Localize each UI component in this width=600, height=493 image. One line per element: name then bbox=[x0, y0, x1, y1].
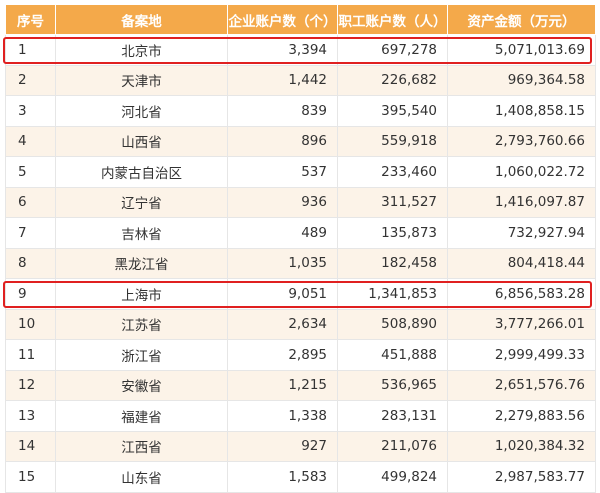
cell-asset-amount: 1,408,858.15 bbox=[447, 95, 596, 127]
cell-enterprise-accounts: 489 bbox=[227, 217, 338, 249]
cell-asset-amount: 5,071,013.69 bbox=[447, 34, 596, 66]
cell-asset-amount: 732,927.94 bbox=[447, 217, 596, 249]
cell-employee-accounts: 536,965 bbox=[337, 369, 448, 401]
table-row: 8 黑龙江省 1,035 182,458 804,418.44 bbox=[5, 247, 596, 279]
cell-asset-amount: 804,418.44 bbox=[447, 247, 596, 279]
cell-employee-accounts: 135,873 bbox=[337, 217, 448, 249]
cell-employee-accounts: 283,131 bbox=[337, 400, 448, 432]
cell-region: 辽宁省 bbox=[55, 186, 228, 218]
header-index: 序号 bbox=[5, 4, 56, 35]
cell-employee-accounts: 697,278 bbox=[337, 34, 448, 66]
cell-index: 14 bbox=[5, 430, 56, 462]
cell-enterprise-accounts: 1,338 bbox=[227, 400, 338, 432]
cell-asset-amount: 2,987,583.77 bbox=[447, 461, 596, 493]
cell-index: 3 bbox=[5, 95, 56, 127]
cell-index: 8 bbox=[5, 247, 56, 279]
table-row: 15 山东省 1,583 499,824 2,987,583.77 bbox=[5, 461, 596, 493]
cell-employee-accounts: 508,890 bbox=[337, 308, 448, 340]
cell-index: 9 bbox=[5, 278, 56, 310]
cell-region: 江苏省 bbox=[55, 308, 228, 340]
cell-index: 6 bbox=[5, 186, 56, 218]
cell-index: 12 bbox=[5, 369, 56, 401]
table-row: 5 内蒙古自治区 537 233,460 1,060,022.72 bbox=[5, 156, 596, 188]
cell-enterprise-accounts: 1,583 bbox=[227, 461, 338, 493]
table-row: 12 安徽省 1,215 536,965 2,651,576.76 bbox=[5, 369, 596, 401]
cell-asset-amount: 2,999,499.33 bbox=[447, 339, 596, 371]
cell-enterprise-accounts: 896 bbox=[227, 125, 338, 157]
cell-enterprise-accounts: 839 bbox=[227, 95, 338, 127]
cell-index: 1 bbox=[5, 34, 56, 66]
cell-region: 江西省 bbox=[55, 430, 228, 462]
cell-asset-amount: 1,060,022.72 bbox=[447, 156, 596, 188]
table-row: 14 江西省 927 211,076 1,020,384.32 bbox=[5, 430, 596, 462]
cell-region: 黑龙江省 bbox=[55, 247, 228, 279]
cell-asset-amount: 1,020,384.32 bbox=[447, 430, 596, 462]
cell-asset-amount: 1,416,097.87 bbox=[447, 186, 596, 218]
cell-enterprise-accounts: 1,215 bbox=[227, 369, 338, 401]
cell-employee-accounts: 499,824 bbox=[337, 461, 448, 493]
cell-employee-accounts: 233,460 bbox=[337, 156, 448, 188]
cell-region: 河北省 bbox=[55, 95, 228, 127]
cell-enterprise-accounts: 1,035 bbox=[227, 247, 338, 279]
table-row: 2 天津市 1,442 226,682 969,364.58 bbox=[5, 64, 596, 96]
cell-asset-amount: 6,856,583.28 bbox=[447, 278, 596, 310]
cell-index: 5 bbox=[5, 156, 56, 188]
table-row: 9 上海市 9,051 1,341,853 6,856,583.28 bbox=[5, 278, 596, 310]
cell-enterprise-accounts: 2,634 bbox=[227, 308, 338, 340]
table-header-row: 序号 备案地 企业账户数（个） 职工账户数（人） 资产金额（万元） bbox=[5, 4, 596, 35]
cell-region: 浙江省 bbox=[55, 339, 228, 371]
table-row: 1 北京市 3,394 697,278 5,071,013.69 bbox=[5, 34, 596, 66]
table-row: 4 山西省 896 559,918 2,793,760.66 bbox=[5, 125, 596, 157]
cell-employee-accounts: 311,527 bbox=[337, 186, 448, 218]
cell-asset-amount: 3,777,266.01 bbox=[447, 308, 596, 340]
cell-enterprise-accounts: 2,895 bbox=[227, 339, 338, 371]
cell-asset-amount: 969,364.58 bbox=[447, 64, 596, 96]
cell-enterprise-accounts: 1,442 bbox=[227, 64, 338, 96]
cell-asset-amount: 2,793,760.66 bbox=[447, 125, 596, 157]
cell-enterprise-accounts: 3,394 bbox=[227, 34, 338, 66]
cell-index: 10 bbox=[5, 308, 56, 340]
cell-index: 2 bbox=[5, 64, 56, 96]
header-asset-amount: 资产金额（万元） bbox=[447, 4, 596, 35]
cell-index: 15 bbox=[5, 461, 56, 493]
cell-region: 内蒙古自治区 bbox=[55, 156, 228, 188]
annuity-table-container: 序号 备案地 企业账户数（个） 职工账户数（人） 资产金额（万元） 1 北京市 3,… bbox=[3, 4, 596, 493]
cell-index: 11 bbox=[5, 339, 56, 371]
cell-employee-accounts: 226,682 bbox=[337, 64, 448, 96]
table-row: 3 河北省 839 395,540 1,408,858.15 bbox=[5, 95, 596, 127]
table-row: 10 江苏省 2,634 508,890 3,777,266.01 bbox=[5, 308, 596, 340]
cell-region: 山东省 bbox=[55, 461, 228, 493]
cell-enterprise-accounts: 537 bbox=[227, 156, 338, 188]
table-row: 6 辽宁省 936 311,527 1,416,097.87 bbox=[5, 186, 596, 218]
table-row: 7 吉林省 489 135,873 732,927.94 bbox=[5, 217, 596, 249]
cell-enterprise-accounts: 927 bbox=[227, 430, 338, 462]
cell-region: 福建省 bbox=[55, 400, 228, 432]
cell-index: 4 bbox=[5, 125, 56, 157]
cell-employee-accounts: 211,076 bbox=[337, 430, 448, 462]
cell-region: 上海市 bbox=[55, 278, 228, 310]
cell-employee-accounts: 559,918 bbox=[337, 125, 448, 157]
cell-region: 天津市 bbox=[55, 64, 228, 96]
cell-region: 安徽省 bbox=[55, 369, 228, 401]
cell-region: 山西省 bbox=[55, 125, 228, 157]
cell-region: 吉林省 bbox=[55, 217, 228, 249]
header-employee-accounts: 职工账户数（人） bbox=[337, 4, 448, 35]
cell-employee-accounts: 451,888 bbox=[337, 339, 448, 371]
cell-enterprise-accounts: 936 bbox=[227, 186, 338, 218]
header-region: 备案地 bbox=[55, 4, 228, 35]
cell-index: 7 bbox=[5, 217, 56, 249]
header-enterprise-accounts: 企业账户数（个） bbox=[227, 4, 338, 35]
cell-employee-accounts: 182,458 bbox=[337, 247, 448, 279]
cell-index: 13 bbox=[5, 400, 56, 432]
annuity-table: 序号 备案地 企业账户数（个） 职工账户数（人） 资产金额（万元） 1 北京市 3,… bbox=[5, 4, 596, 493]
cell-region: 北京市 bbox=[55, 34, 228, 66]
table-row: 13 福建省 1,338 283,131 2,279,883.56 bbox=[5, 400, 596, 432]
table-row: 11 浙江省 2,895 451,888 2,999,499.33 bbox=[5, 339, 596, 371]
cell-employee-accounts: 1,341,853 bbox=[337, 278, 448, 310]
cell-asset-amount: 2,651,576.76 bbox=[447, 369, 596, 401]
cell-employee-accounts: 395,540 bbox=[337, 95, 448, 127]
cell-enterprise-accounts: 9,051 bbox=[227, 278, 338, 310]
cell-asset-amount: 2,279,883.56 bbox=[447, 400, 596, 432]
